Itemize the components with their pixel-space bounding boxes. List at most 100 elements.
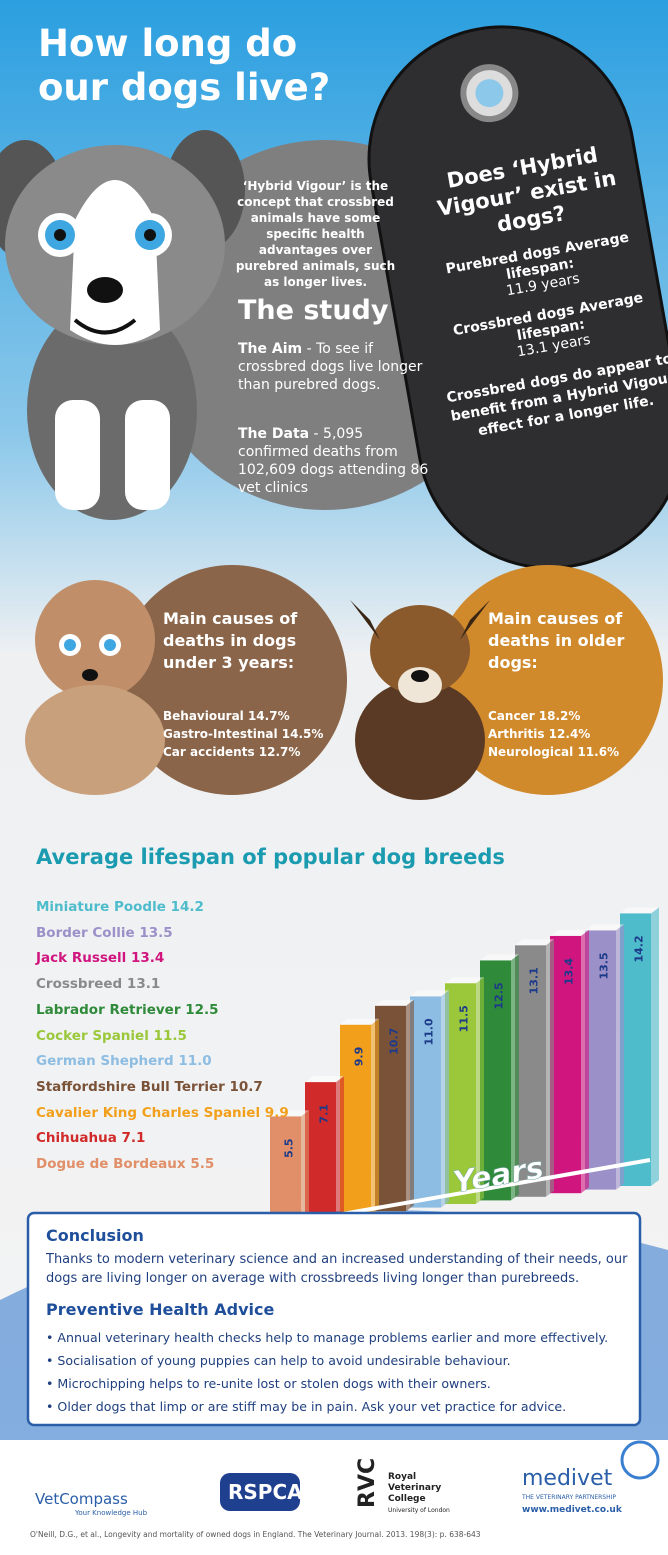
legend-label: Cocker Spaniel: [36, 1027, 149, 1044]
bar-side: [546, 939, 554, 1197]
bar: [445, 983, 476, 1204]
bar-side: [336, 1076, 344, 1219]
bar-top: [480, 954, 519, 961]
legend-entry: Labrador Retriever 12.5: [36, 998, 289, 1024]
bar-value-label: 7.1: [318, 1104, 331, 1124]
logo-rvc-name: Royal Veterinary College: [388, 1472, 442, 1504]
legend-label: Dogue de Bordeaux: [36, 1156, 186, 1173]
tag-text: Does ‘Hybrid Vigour’ exist in dogs? Pure…: [407, 135, 668, 446]
logo-sub: THE VETERINARY PARTNERSHIP: [522, 1494, 617, 1501]
legend-label: Cavalier King Charles Spaniel: [36, 1104, 261, 1121]
legend-label: Miniature Poodle: [36, 899, 166, 915]
bar: [515, 945, 546, 1197]
legend-value: 7.1: [121, 1130, 146, 1147]
logo-url: www.medivet.co.uk: [522, 1505, 622, 1515]
legend-value: 14.2: [170, 899, 204, 915]
list-item: Cancer 18.2%: [488, 709, 581, 723]
legend-entry: Jack Russell 13.4: [36, 946, 289, 972]
bar: [305, 1082, 336, 1219]
conclusion-text: Thanks to modern veterinary science and …: [46, 1252, 628, 1286]
legend-entry: Cavalier King Charles Spaniel 9.9: [36, 1101, 289, 1127]
list-item: • Older dogs that limp or are stiff may …: [46, 1399, 567, 1414]
legend-label: Labrador Retriever: [36, 1001, 181, 1018]
list-item: Neurological 11.6%: [488, 745, 620, 759]
bar-top: [585, 924, 624, 931]
page-title: How long do our dogs live?: [38, 22, 331, 109]
legend-value: 11.5: [153, 1027, 187, 1044]
legend-label: Jack Russell: [36, 950, 127, 967]
bar-side: [651, 907, 659, 1186]
bar-value-label: 13.1: [528, 967, 541, 994]
bar-top: [620, 907, 659, 914]
study-heading: The study: [238, 295, 389, 326]
bar: [340, 1024, 371, 1215]
text: - To see if crossbred dogs live longer t…: [238, 341, 423, 393]
legend-value: 13.5: [139, 924, 173, 941]
legend-entry: Cocker Spaniel 11.5: [36, 1024, 289, 1050]
bar-value-label: 14.2: [633, 935, 646, 962]
bar-top: [305, 1076, 344, 1083]
label: The Aim: [238, 341, 303, 357]
bar-top: [375, 999, 414, 1006]
legend-label: German Shepherd: [36, 1053, 174, 1070]
logo-medivet: medivet: [522, 1466, 613, 1491]
list-item: Arthritis 12.4%: [488, 727, 591, 741]
legend-label: Crossbreed: [36, 976, 123, 993]
legend-value: 11.0: [178, 1053, 212, 1070]
legend-value: 9.9: [264, 1104, 289, 1121]
bar-side: [301, 1110, 309, 1222]
legend-entry: Border Collie 13.5: [36, 921, 289, 947]
logo-sub: University of London: [388, 1507, 450, 1514]
logo-rvc: RVC: [355, 1457, 380, 1508]
bar-side: [406, 999, 414, 1212]
causes-list: Cancer 18.2% Arthritis 12.4% Neurological …: [488, 707, 619, 761]
bar-side: [581, 929, 589, 1194]
bar: [620, 913, 651, 1186]
legend-value: 13.4: [131, 950, 165, 967]
intro-text: ‘Hybrid Vigour’ is the concept that cros…: [235, 179, 396, 289]
bar-side: [476, 977, 484, 1204]
advice-heading: Preventive Health Advice: [46, 1300, 275, 1319]
bar-side: [511, 954, 519, 1201]
legend-value: 5.5: [190, 1156, 215, 1173]
bar: [480, 960, 511, 1201]
bar-value-label: 11.0: [423, 1018, 436, 1045]
bar: [585, 930, 616, 1190]
legend-value: 13.1: [126, 976, 161, 993]
bar-value-label: 13.5: [598, 952, 611, 979]
dog-illustration: [25, 580, 490, 800]
legend-label: Border Collie: [36, 924, 135, 941]
bar-value-label: 10.7: [388, 1028, 401, 1055]
list-item: • Microchipping helps to re-unite lost o…: [46, 1376, 491, 1391]
logo-sub: Your Knowledge Hub: [75, 1509, 148, 1517]
list-item: • Annual veterinary health checks help t…: [46, 1330, 609, 1345]
legend-entry: Crossbreed 13.1: [36, 972, 289, 998]
text: - 5,095 confirmed deaths from 102,609 do…: [238, 426, 429, 496]
list-item: Gastro-Intestinal 14.5%: [163, 727, 324, 741]
bar-side: [616, 924, 624, 1190]
list-item: • Socialisation of young puppies can hel…: [46, 1353, 511, 1368]
causes-list: Behavioural 14.7% Gastro-Intestinal 14.5%…: [163, 707, 323, 761]
logo-rspca: RSPCA: [228, 1480, 303, 1504]
list-item: Car accidents 12.7%: [163, 745, 301, 759]
bar-top: [340, 1018, 379, 1025]
bar-value-label: 11.5: [458, 1005, 471, 1032]
bar-value-label: 13.4: [563, 958, 576, 985]
list-item: Behavioural 14.7%: [163, 709, 290, 723]
logo-vetcompass: VetCompass: [35, 1490, 128, 1508]
study-aim: The Aim - To see if crossbred dogs live …: [238, 340, 433, 394]
chart-title: Average lifespan of popular dog breeds: [36, 845, 505, 869]
bar-top: [410, 990, 449, 997]
bar-chart: 14.2 13.5 13.4 13.1 12.5 11.5 11.0 10.7 9.9 7.1 5.…: [270, 907, 659, 1227]
bar-side: [371, 1018, 379, 1215]
legend-entry: Dogue de Bordeaux 5.5: [36, 1152, 289, 1178]
legend-label: Chihuahua: [36, 1130, 117, 1147]
legend-entry: German Shepherd 11.0: [36, 1049, 289, 1075]
causes-heading: Main causes of deaths in older dogs:: [488, 609, 625, 672]
bar-top: [550, 929, 589, 936]
dog-illustration: [0, 130, 245, 520]
bar-side: [441, 990, 449, 1208]
bar-value-label: 12.5: [493, 982, 506, 1009]
bar-top: [445, 977, 484, 984]
